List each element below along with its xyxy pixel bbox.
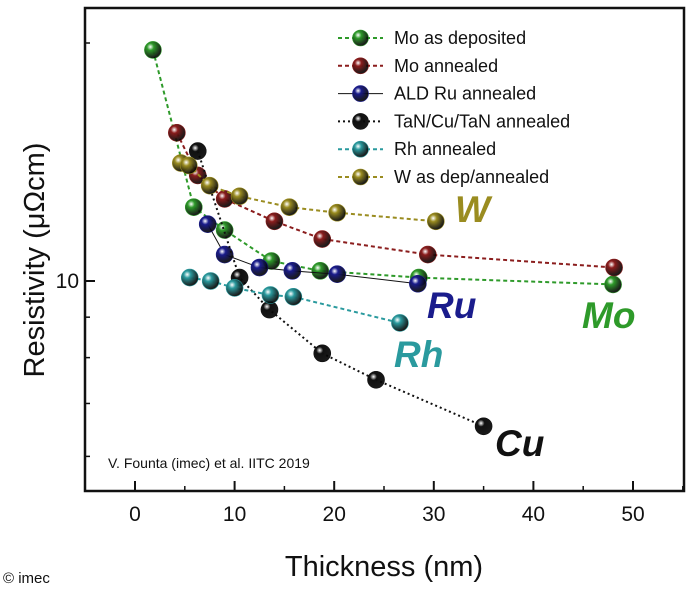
series-label-w: W <box>455 189 493 230</box>
legend-marker <box>352 57 369 75</box>
data-point <box>184 198 203 216</box>
legend-label: W as dep/annealed <box>394 167 549 187</box>
data-point <box>313 344 332 363</box>
series-2 <box>198 215 427 293</box>
data-point <box>261 286 280 304</box>
data-point <box>391 314 409 332</box>
legend-label: Mo annealed <box>394 56 498 76</box>
copyright-notice: © imec <box>3 570 50 587</box>
data-point <box>225 279 244 297</box>
data-point <box>313 230 332 248</box>
data-point <box>311 262 330 280</box>
x-axis-title: Thickness (nm) <box>285 551 483 583</box>
data-point <box>200 176 219 195</box>
x-tick-label: 0 <box>129 503 141 526</box>
data-point <box>215 245 234 264</box>
x-tick-label: 40 <box>522 503 545 526</box>
series-label-cu: Cu <box>495 423 544 464</box>
series-label-ru: Ru <box>427 285 476 326</box>
x-tick-label: 10 <box>223 503 246 526</box>
series-4 <box>180 268 409 332</box>
data-point <box>328 203 346 222</box>
legend-marker <box>352 29 369 47</box>
data-point <box>250 258 269 277</box>
legend-marker <box>352 168 369 186</box>
series-label-mo: Mo <box>582 295 635 336</box>
data-point <box>283 262 302 280</box>
plot-frame <box>83 6 686 493</box>
series-5 <box>172 154 445 231</box>
data-point <box>188 142 207 160</box>
legend-marker <box>352 85 369 102</box>
data-point <box>168 123 186 142</box>
legend-marker <box>352 113 369 130</box>
y-tick-label: 10 <box>56 270 79 293</box>
series-line <box>196 150 484 428</box>
data-point <box>474 417 493 436</box>
data-point <box>426 212 445 231</box>
series-3 <box>188 142 493 436</box>
legend-label: Mo as deposited <box>394 28 526 48</box>
x-tick-label: 20 <box>323 503 346 526</box>
legend-label: TaN/Cu/TaN annealed <box>394 111 570 131</box>
data-point <box>604 275 622 294</box>
data-point <box>367 370 385 389</box>
data-point <box>605 258 623 277</box>
legend-marker <box>352 140 369 158</box>
data-point <box>280 198 299 216</box>
series-1 <box>168 123 623 277</box>
data-point <box>179 156 198 175</box>
legend-label: ALD Ru annealed <box>394 84 536 104</box>
data-point <box>215 221 234 239</box>
data-point <box>409 274 427 293</box>
series-label-rh: Rh <box>394 334 443 375</box>
data-point <box>328 265 346 284</box>
y-axis-title: Resistivity (μΩcm) <box>19 143 51 378</box>
x-tick-label: 30 <box>422 503 445 526</box>
data-point <box>180 268 199 287</box>
data-point <box>144 41 162 59</box>
data-point <box>265 212 284 231</box>
data-point <box>419 245 437 264</box>
data-point <box>198 215 217 233</box>
source-annotation: V. Founta (imec) et al. IITC 2019 <box>108 455 310 471</box>
data-point <box>284 288 303 306</box>
data-point <box>201 272 220 290</box>
x-tick-label: 50 <box>621 503 644 526</box>
data-point <box>230 187 249 206</box>
legend-label: Rh annealed <box>394 139 496 159</box>
